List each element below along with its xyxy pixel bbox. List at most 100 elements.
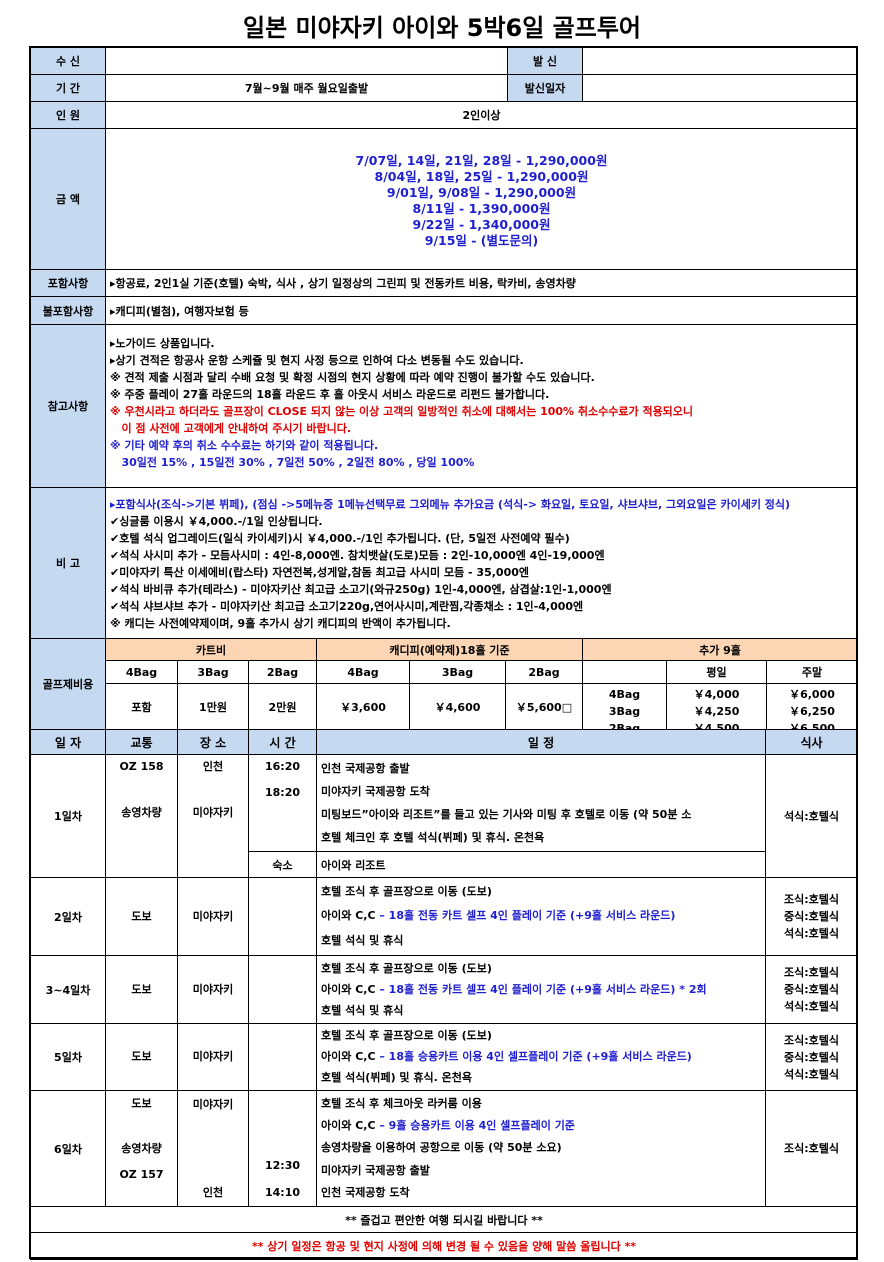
note-line: 이 점 사전에 고객에게 안내하여 주시기 바랍니다. bbox=[110, 422, 352, 435]
schedule-line: 호텔 체크인 후 호텔 석식(뷔페) 및 휴식. 온천욕 bbox=[321, 830, 545, 844]
bag-label: 4Bag bbox=[608, 688, 641, 701]
schedule-golf-detail: – 18홀 전동 카트 셀프 4인 플레이 기준 (+9홀 서비스 라운드) *… bbox=[379, 982, 707, 996]
price-line: 8/04일, 18일, 25일 - 1,290,000원 bbox=[374, 169, 589, 184]
price-line: 8/11일 - 1,390,000원 bbox=[412, 201, 551, 216]
day-label: 5일차 bbox=[30, 1023, 106, 1091]
included-text: ▸항공료, 2인1실 기준(호텔) 숙박, 식사 , 상기 일정상의 그린피 및… bbox=[105, 269, 858, 297]
meal-item: 중식:호텔식 bbox=[784, 983, 839, 996]
place-item: 인천 bbox=[202, 760, 224, 773]
excluded-text: ▸캐디피(별첨), 여행자보험 등 bbox=[105, 296, 858, 325]
itinerary-header: 식사 bbox=[765, 729, 858, 755]
schedule-golf-detail: – 18홀 전동 카트 셀프 4인 플레이 기준 (+9홀 서비스 라운드) bbox=[379, 909, 676, 923]
transport: OZ 158 송영차량 bbox=[105, 754, 178, 878]
schedule-line: 호텔 조식 후 골프장으로 이동 (도보) bbox=[321, 961, 492, 975]
schedule-line: 미야자키 국제공항 도착 bbox=[321, 784, 430, 798]
note-line: 30일전 15% , 15일전 30% , 7일전 50% , 2일전 80% … bbox=[110, 456, 475, 469]
remark-line: ✔호텔 석식 업그레이드(일식 카이세키)시 ￥4,000.-/1인 추가됩니다… bbox=[110, 532, 570, 545]
cart-bag-header: 4Bag bbox=[105, 660, 178, 684]
transport-item: 도보 bbox=[131, 982, 152, 996]
schedule-line: 인천 국제공항 출발 bbox=[321, 761, 410, 775]
place-item: 미야자키 bbox=[192, 806, 234, 819]
excluded-label: 불포함사항 bbox=[30, 296, 106, 325]
course-name: 아이와 C,C bbox=[321, 982, 380, 996]
document-title: 일본 미야자키 아이와 5박6일 골프투어 bbox=[242, 14, 642, 42]
time-item: 14:10 bbox=[264, 1185, 300, 1199]
schedule-line: 미팅보드”아이와 리조트”를 들고 있는 기사와 미팅 후 호텔로 이동 (약 … bbox=[321, 807, 692, 821]
price-line: 9/22일 - 1,340,000원 bbox=[412, 217, 551, 232]
itinerary-header: 일 정 bbox=[316, 729, 766, 755]
schedule-line: 호텔 석식 및 휴식 bbox=[321, 933, 404, 947]
time bbox=[248, 955, 317, 1024]
schedule-line: 아이와 C,C – 18홀 전동 카트 셀프 4인 플레이 기준 (+9홀 서비… bbox=[321, 908, 675, 924]
schedule-line: 호텔 조식 후 체크아웃 라커룸 이용 bbox=[321, 1097, 482, 1111]
place-item: 미야자키 bbox=[192, 909, 234, 923]
price-label: 금 액 bbox=[30, 128, 106, 270]
meal-item: 석식:호텔식 bbox=[784, 927, 839, 940]
schedule-golf-detail: – 9홀 승용카트 이용 4인 셀프플레이 기준 bbox=[379, 1119, 575, 1133]
bag-label: 2Bag bbox=[608, 722, 641, 730]
schedule-line: 송영차량을 이용하여 공항으로 이동 (약 50분 소요) bbox=[321, 1141, 562, 1155]
meal-item: 조식:호텔식 bbox=[784, 966, 839, 979]
note-line: ▸상기 견적은 항공사 운항 스케쥴 및 현지 사정 등으로 인하여 다소 변동… bbox=[110, 354, 524, 367]
transport: 도보 송영차량 OZ 157 bbox=[105, 1090, 178, 1207]
remark-line: ※ 캐디는 사전예약제이며, 9홀 추가시 상기 캐디피의 반액이 추가됩니다. bbox=[110, 617, 451, 630]
meals: 조식:호텔식 중식:호텔식 석식:호텔식 bbox=[765, 1023, 858, 1091]
send-date-value bbox=[582, 74, 858, 102]
transport: 도보 bbox=[105, 1023, 178, 1091]
schedule-line: 아이와 C,C – 18홀 승용카트 이용 4인 셀프플레이 기준 (+9홀 서… bbox=[321, 1049, 692, 1065]
place-item: 미야자키 bbox=[192, 1050, 234, 1063]
transport-item: 송영차량 bbox=[121, 806, 162, 819]
place: 미야자키 bbox=[177, 877, 249, 956]
note-line: ※ 주중 플레이 27홀 라운드의 18홀 라운드 후 홀 아웃시 서비스 라운… bbox=[110, 388, 550, 401]
schedule-line: 인천 국제공항 도착 bbox=[321, 1185, 410, 1199]
meal-item: 석식:호텔식 bbox=[784, 1067, 839, 1081]
table-frame bbox=[29, 46, 858, 1259]
note-line: ※ 우천시라고 하더라도 골프장이 CLOSE 되지 않는 이상 고객의 일방적… bbox=[110, 405, 694, 418]
schedule-line: 호텔 조식 후 골프장으로 이동 (도보) bbox=[321, 1029, 492, 1043]
schedule: 호텔 조식 후 골프장으로 이동 (도보) 아이와 C,C – 18홀 승용카트 … bbox=[316, 1023, 766, 1091]
transport-item: 도보 bbox=[131, 1097, 152, 1111]
cart-bag-header: 2Bag bbox=[248, 660, 317, 684]
price-line: 7/07일, 14일, 21일, 28일 - 1,290,000원 bbox=[355, 153, 608, 168]
weekday-fee: ￥4,500 bbox=[693, 722, 740, 730]
weekend-fee: ￥6,250 bbox=[789, 705, 835, 718]
weekend-fee: ￥6,500 bbox=[789, 722, 835, 730]
schedule-line: 미야자키 국제공항 출발 bbox=[321, 1163, 430, 1177]
weekday-fee: ￥4,250 bbox=[693, 705, 740, 718]
recipient-label: 수 신 bbox=[30, 47, 106, 75]
meal-item: 조식:호텔식 bbox=[784, 1142, 839, 1155]
time-item: 18:20 bbox=[264, 786, 300, 799]
time: 12:30 14:10 bbox=[248, 1090, 317, 1207]
course-name: 아이와 C,C bbox=[321, 1049, 380, 1063]
remark-line: ✔싱글룸 이용시 ￥4,000.-/1일 인상됩니다. bbox=[110, 515, 323, 528]
meals: 석식:호텔식 bbox=[765, 754, 858, 878]
schedule-line: 아이와 C,C – 9홀 승용카트 이용 4인 셀프플레이 기준 bbox=[321, 1118, 575, 1134]
schedule-line: 호텔 석식(뷔페) 및 휴식. 온천욕 bbox=[321, 1070, 472, 1084]
course-name: 아이와 C,C bbox=[321, 1119, 380, 1133]
extra-9-weekend: ￥6,000 ￥6,250 ￥6,500 bbox=[766, 683, 858, 730]
people-value: 2인이상 bbox=[105, 101, 858, 129]
remark-line: ▸포함식사(조식->기본 뷔페), (점심 ->5메뉴중 1메뉴선택무료 그외메… bbox=[110, 498, 791, 511]
weekend-fee: ￥6,000 bbox=[789, 688, 835, 701]
price-line: 9/15일 - (별도문의) bbox=[424, 233, 539, 248]
schedule-line: 호텔 석식 및 휴식 bbox=[321, 1003, 404, 1017]
remarks-label: 비 고 bbox=[30, 487, 106, 639]
weekday-fee: ￥4,000 bbox=[693, 688, 740, 701]
caddie-bag-header: 3Bag bbox=[409, 660, 506, 684]
itinerary-header: 일 자 bbox=[30, 729, 106, 755]
transport-item: OZ 158 bbox=[119, 760, 164, 773]
time bbox=[248, 1023, 317, 1091]
cart-fee-header: 카트비 bbox=[105, 638, 317, 661]
schedule: 호텔 조식 후 골프장으로 이동 (도보) 아이와 C,C – 18홀 전동 카트… bbox=[316, 955, 766, 1024]
remark-line: ✔미야자키 특산 이세에비(랍스타) 자연전복,성게알,참돔 최고급 사시미 모… bbox=[110, 566, 529, 579]
meal-item: 중식:호텔식 bbox=[784, 910, 839, 923]
meal-item: 석식:호텔식 bbox=[784, 809, 839, 823]
transport-item: 도보 bbox=[131, 1050, 152, 1063]
itinerary-header: 교통 bbox=[105, 729, 178, 755]
schedule-golf-detail: – 18홀 승용카트 이용 4인 셀프플레이 기준 (+9홀 서비스 라운드) bbox=[379, 1049, 692, 1063]
stay-value: 아이와 리조트 bbox=[316, 851, 766, 878]
place-item: 미야자키 bbox=[192, 1098, 234, 1112]
